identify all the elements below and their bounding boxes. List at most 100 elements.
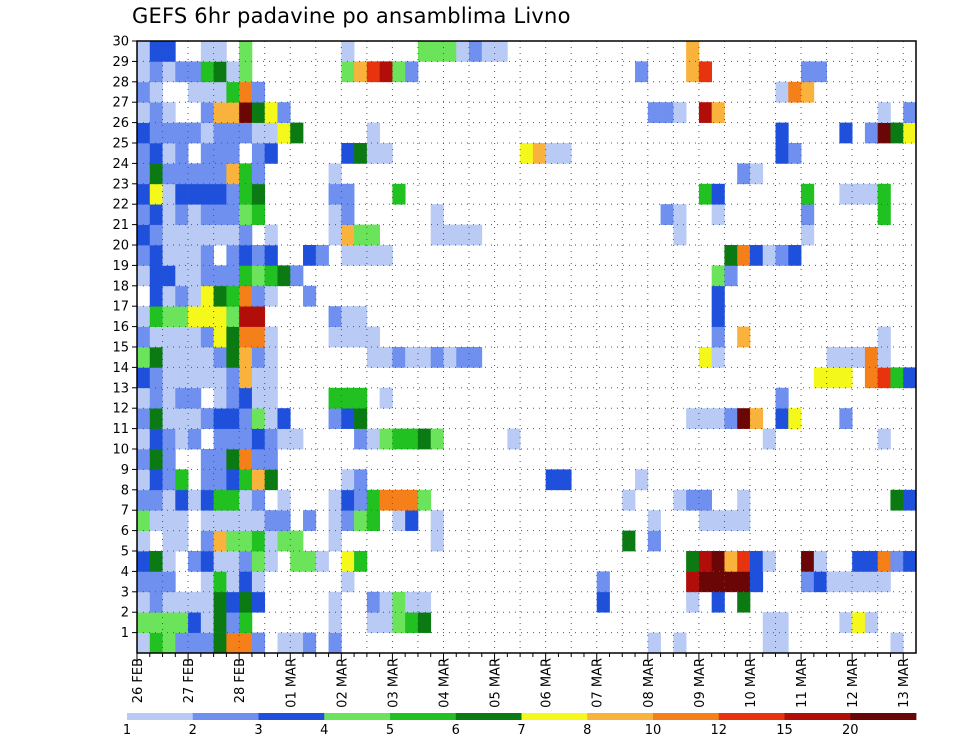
x-tick-label: 10 MAR [744, 658, 759, 708]
heatmap-cell [200, 204, 214, 225]
x-tick-label: 06 MAR [540, 658, 555, 708]
heatmap-cell [366, 428, 380, 450]
colorbar-label: 15 [776, 723, 793, 738]
y-tick-label: 22 [112, 198, 129, 213]
heatmap-cell [366, 347, 380, 368]
heatmap-cell [903, 489, 917, 511]
heatmap-cell [430, 204, 444, 225]
heatmap-cell [277, 122, 291, 144]
heatmap-cell [341, 306, 355, 327]
heatmap-cell [200, 449, 214, 470]
heatmap-cell [213, 612, 227, 633]
heatmap-cell [213, 551, 227, 572]
heatmap-cell [162, 591, 176, 613]
heatmap-cell [162, 204, 176, 225]
heatmap-cell [686, 591, 700, 613]
heatmap-cell [162, 163, 176, 185]
y-tick-label: 7 [121, 504, 129, 519]
heatmap-cell [239, 510, 253, 531]
heatmap-cell [251, 530, 266, 552]
heatmap-cell [341, 204, 355, 225]
heatmap-cell [200, 143, 214, 164]
heatmap-cell [200, 61, 214, 83]
heatmap-cell [864, 183, 879, 205]
heatmap-cell [188, 245, 202, 266]
heatmap-cell [341, 408, 355, 429]
heatmap-cell [213, 143, 227, 164]
heatmap-cell [762, 551, 776, 572]
x-tick-label: 08 MAR [642, 658, 657, 708]
heatmap-cell [137, 81, 151, 103]
heatmap-cell [137, 245, 151, 266]
heatmap-cell [647, 632, 661, 654]
heatmap-cell [226, 591, 240, 613]
heatmap-cell [200, 122, 214, 144]
heatmap-cell [200, 367, 214, 389]
heatmap-cell [239, 306, 253, 327]
heatmap-cell [239, 428, 253, 450]
x-tick-label: 27 FEB [182, 658, 197, 703]
heatmap-cell [379, 612, 393, 633]
heatmap-cell [354, 428, 368, 450]
heatmap-cell [175, 224, 189, 246]
heatmap-cell [813, 367, 827, 389]
heatmap-cell [366, 591, 380, 613]
heatmap-cell [175, 61, 189, 83]
heatmap-cell [379, 591, 393, 613]
heatmap-cell [200, 306, 214, 327]
colorbar-swatch [521, 713, 588, 720]
heatmap-cell [264, 530, 278, 552]
heatmap-cell [149, 489, 163, 511]
heatmap-cell [149, 204, 163, 225]
y-tick-label: 14 [112, 361, 129, 376]
heatmap-cell [264, 469, 278, 491]
heatmap-cell [162, 489, 176, 511]
heatmap-cell [379, 387, 393, 409]
heatmap-cell [749, 551, 764, 572]
colorbar-swatch [718, 713, 785, 720]
heatmap-cell [226, 347, 240, 368]
heatmap-cell [366, 510, 380, 531]
heatmap-cell [251, 245, 266, 266]
heatmap-cell [137, 326, 151, 348]
heatmap-cell [775, 408, 789, 429]
heatmap-cell [864, 551, 879, 572]
heatmap-cell [673, 224, 687, 246]
heatmap-cell [188, 265, 202, 287]
colorbar-swatch [784, 713, 851, 720]
heatmap-cell [635, 469, 649, 491]
heatmap-cell [877, 326, 891, 348]
heatmap-cell [264, 245, 278, 266]
heatmap-cell [775, 245, 789, 266]
heatmap-cell [226, 326, 240, 348]
heatmap-cell [239, 285, 253, 307]
heatmap-cell [698, 551, 713, 572]
heatmap-cell [149, 163, 163, 185]
heatmap-cell [366, 61, 380, 83]
heatmap-cell [239, 347, 253, 368]
heatmap-cell [839, 612, 853, 633]
heatmap-cell [290, 632, 304, 654]
heatmap-cell [877, 102, 891, 123]
heatmap-cell [137, 347, 151, 368]
heatmap-cell [188, 612, 202, 633]
heatmap-cell [200, 163, 214, 185]
heatmap-cell [430, 428, 444, 450]
heatmap-cell [686, 41, 700, 62]
y-tick-label: 27 [112, 96, 129, 111]
colorbar-label: 8 [583, 723, 591, 738]
heatmap-cell [162, 183, 176, 205]
heatmap-cell [749, 408, 764, 429]
x-tick-label: 28 FEB [233, 658, 248, 703]
heatmap-cell [673, 489, 687, 511]
heatmap-cell [175, 326, 189, 348]
heatmap-cell [456, 347, 470, 368]
heatmap-cell [239, 612, 253, 633]
y-tick-label: 28 [112, 75, 129, 90]
heatmap-cell [826, 367, 840, 389]
heatmap-cell [137, 41, 151, 62]
heatmap-cell [801, 81, 815, 103]
heatmap-cell [239, 122, 253, 144]
heatmap-cell [137, 469, 151, 491]
heatmap-cell [354, 326, 368, 348]
